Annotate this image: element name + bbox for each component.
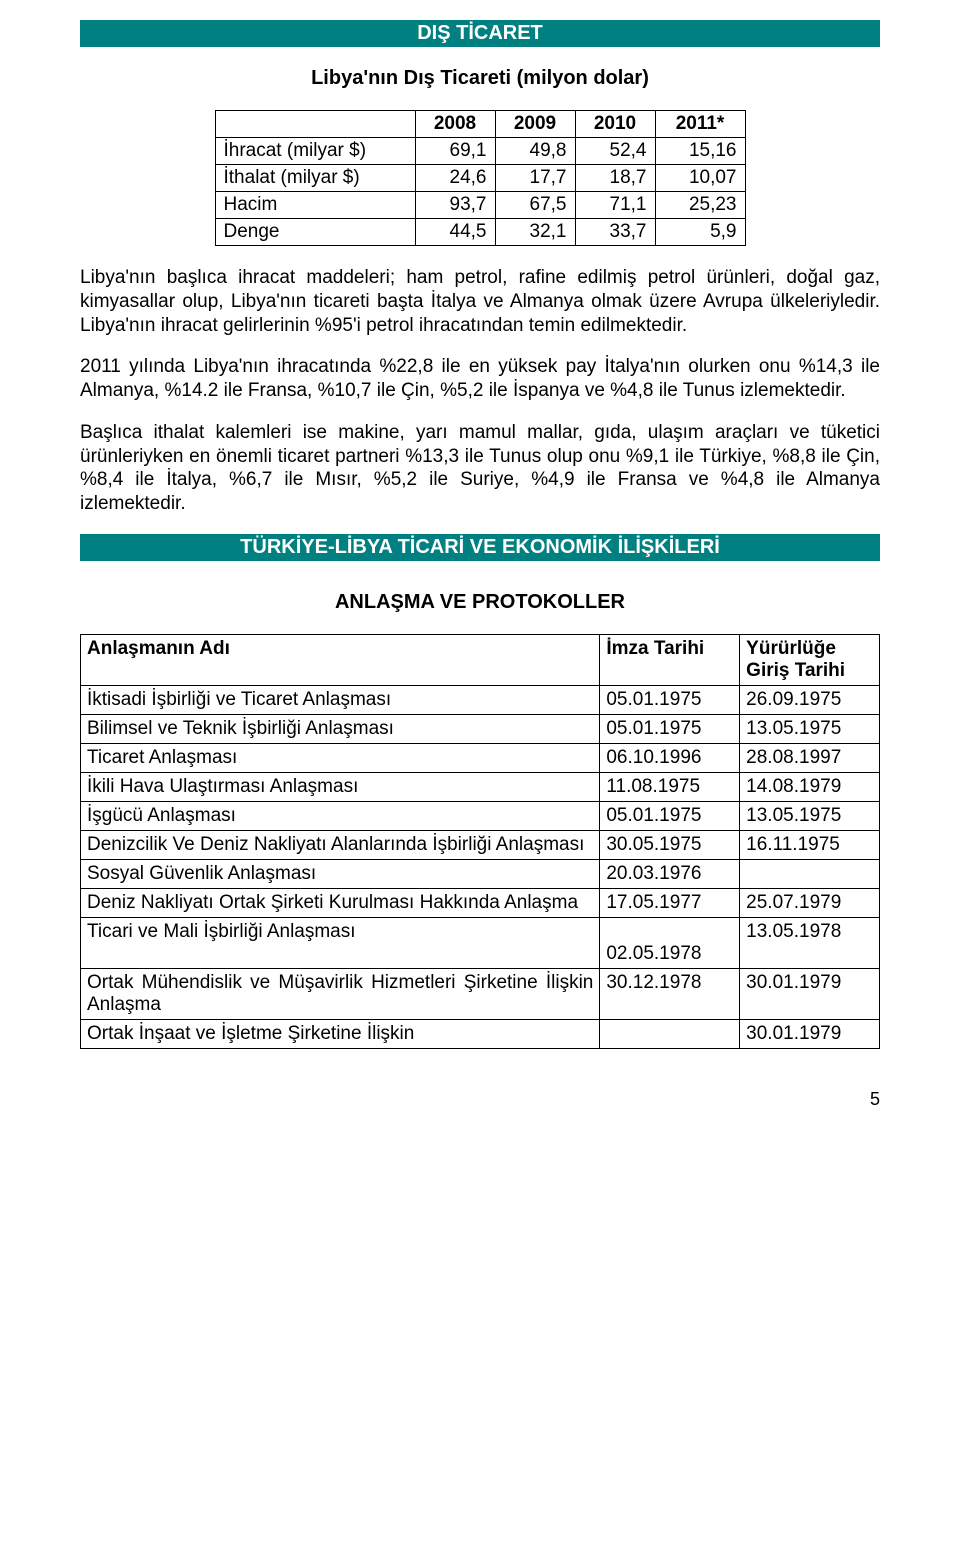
agreement-date: 05.01.1975: [600, 801, 740, 830]
agreement-date: 20.03.1976: [600, 859, 740, 888]
agreements-header: İmza Tarihi: [600, 634, 740, 685]
agreement-name: Deniz Nakliyatı Ortak Şirketi Kurulması …: [81, 888, 600, 917]
table-row: Ortak Mühendislik ve Müşavirlik Hizmetle…: [81, 968, 880, 1019]
agreement-date: 25.07.1979: [740, 888, 880, 917]
agreement-name: İkili Hava Ulaştırması Anlaşması: [81, 772, 600, 801]
cell: 25,23: [655, 192, 745, 219]
cell: 15,16: [655, 138, 745, 165]
page-number: 5: [80, 1089, 880, 1110]
agreement-name: İktisadi İşbirliği ve Ticaret Anlaşması: [81, 685, 600, 714]
agreement-name: Ticaret Anlaşması: [81, 743, 600, 772]
cell: 17,7: [495, 165, 575, 192]
agreement-date: 26.09.1975: [740, 685, 880, 714]
agreement-date: 16.11.1975: [740, 830, 880, 859]
agreement-date: 13.05.1978: [740, 917, 880, 968]
row-label: İhracat (milyar $): [215, 138, 415, 165]
paragraph-3: Başlıca ithalat kalemleri ise makine, ya…: [80, 421, 880, 516]
row-label: Hacim: [215, 192, 415, 219]
agreement-date: 05.01.1975: [600, 714, 740, 743]
agreement-name: Ticari ve Mali İşbirliği Anlaşması: [81, 917, 600, 968]
trade-header: 2011*: [655, 111, 745, 138]
table-row: Ticari ve Mali İşbirliği Anlaşması02.05.…: [81, 917, 880, 968]
trade-header: 2009: [495, 111, 575, 138]
cell: 67,5: [495, 192, 575, 219]
agreement-date: 02.05.1978: [600, 917, 740, 968]
agreement-name: Ortak Mühendislik ve Müşavirlik Hizmetle…: [81, 968, 600, 1019]
agreements-header: Anlaşmanın Adı: [81, 634, 600, 685]
agreement-name: İşgücü Anlaşması: [81, 801, 600, 830]
cell: 18,7: [575, 165, 655, 192]
section-banner-trade: DIŞ TİCARET: [80, 20, 880, 47]
cell: 71,1: [575, 192, 655, 219]
agreement-date: 13.05.1975: [740, 714, 880, 743]
row-label: Denge: [215, 219, 415, 246]
agreement-date: 30.01.1979: [740, 1019, 880, 1048]
table-row: Bilimsel ve Teknik İşbirliği Anlaşması05…: [81, 714, 880, 743]
trade-header: 2008: [415, 111, 495, 138]
cell: 69,1: [415, 138, 495, 165]
agreement-date: 13.05.1975: [740, 801, 880, 830]
trade-table-title: Libya'nın Dış Ticareti (milyon dolar): [80, 67, 880, 90]
trade-header: 2010: [575, 111, 655, 138]
agreement-date: 30.01.1979: [740, 968, 880, 1019]
agreements-title: ANLAŞMA VE PROTOKOLLER: [80, 591, 880, 614]
table-row: İthalat (milyar $)24,617,718,710,07: [215, 165, 745, 192]
agreement-date: 30.12.1978: [600, 968, 740, 1019]
cell: 49,8: [495, 138, 575, 165]
table-row: Denge44,532,133,75,9: [215, 219, 745, 246]
cell: 52,4: [575, 138, 655, 165]
table-row: Sosyal Güvenlik Anlaşması20.03.1976: [81, 859, 880, 888]
row-label: İthalat (milyar $): [215, 165, 415, 192]
paragraph-2: 2011 yılında Libya'nın ihracatında %22,8…: [80, 355, 880, 403]
agreements-header: Yürürlüğe Giriş Tarihi: [740, 634, 880, 685]
agreement-name: Bilimsel ve Teknik İşbirliği Anlaşması: [81, 714, 600, 743]
table-row: Denizcilik Ve Deniz Nakliyatı Alanlarınd…: [81, 830, 880, 859]
cell: 32,1: [495, 219, 575, 246]
agreement-date: 05.01.1975: [600, 685, 740, 714]
agreement-date: 11.08.1975: [600, 772, 740, 801]
section-banner-relations: TÜRKİYE-LİBYA TİCARİ VE EKONOMİK İLİŞKİL…: [80, 534, 880, 561]
agreement-name: Sosyal Güvenlik Anlaşması: [81, 859, 600, 888]
agreement-date: 30.05.1975: [600, 830, 740, 859]
cell: 33,7: [575, 219, 655, 246]
agreement-date: 28.08.1997: [740, 743, 880, 772]
table-row: Hacim93,767,571,125,23: [215, 192, 745, 219]
table-row: Deniz Nakliyatı Ortak Şirketi Kurulması …: [81, 888, 880, 917]
trade-table: 2008200920102011* İhracat (milyar $)69,1…: [215, 110, 746, 246]
cell: 93,7: [415, 192, 495, 219]
table-row: İkili Hava Ulaştırması Anlaşması11.08.19…: [81, 772, 880, 801]
agreement-date: [600, 1019, 740, 1048]
table-row: Ticaret Anlaşması06.10.199628.08.1997: [81, 743, 880, 772]
trade-header: [215, 111, 415, 138]
agreements-table: Anlaşmanın Adıİmza TarihiYürürlüğe Giriş…: [80, 634, 880, 1049]
paragraph-1: Libya'nın başlıca ihracat maddeleri; ham…: [80, 266, 880, 337]
agreement-date: 14.08.1979: [740, 772, 880, 801]
agreement-name: Ortak İnşaat ve İşletme Şirketine İlişki…: [81, 1019, 600, 1048]
cell: 10,07: [655, 165, 745, 192]
agreement-date: [740, 859, 880, 888]
agreement-date: 17.05.1977: [600, 888, 740, 917]
table-row: İktisadi İşbirliği ve Ticaret Anlaşması0…: [81, 685, 880, 714]
table-row: İhracat (milyar $)69,149,852,415,16: [215, 138, 745, 165]
agreement-name: Denizcilik Ve Deniz Nakliyatı Alanlarınd…: [81, 830, 600, 859]
table-row: Ortak İnşaat ve İşletme Şirketine İlişki…: [81, 1019, 880, 1048]
agreement-date: 06.10.1996: [600, 743, 740, 772]
cell: 44,5: [415, 219, 495, 246]
table-row: İşgücü Anlaşması05.01.197513.05.1975: [81, 801, 880, 830]
cell: 24,6: [415, 165, 495, 192]
cell: 5,9: [655, 219, 745, 246]
